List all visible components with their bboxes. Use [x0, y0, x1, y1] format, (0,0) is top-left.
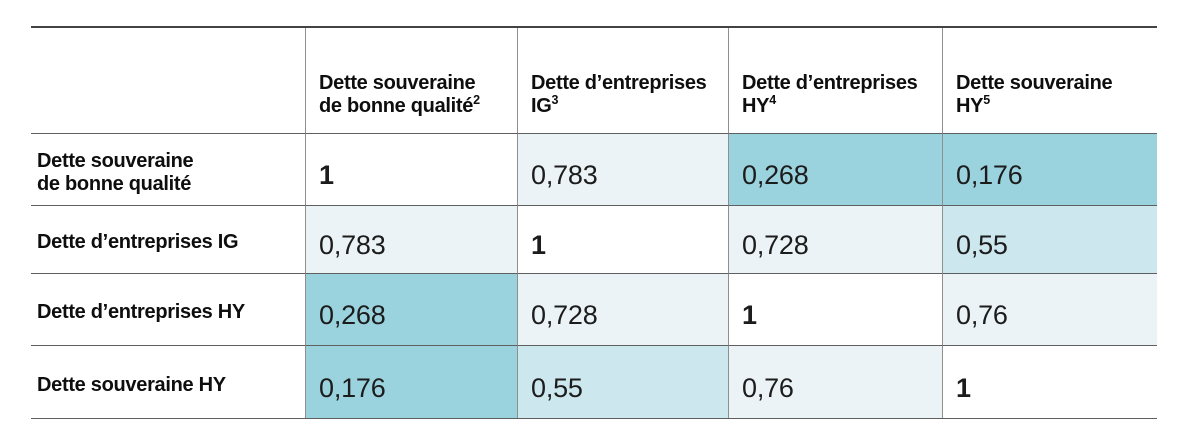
row-header-label: Dette souveraine HY: [37, 373, 226, 396]
matrix-cell: 0,176: [305, 346, 517, 418]
cell-value: 1: [319, 160, 334, 190]
matrix-cell: 0,783: [517, 134, 728, 206]
matrix-cell: 0,55: [517, 346, 728, 418]
row-header-sovereign-ig: Dette souveraine de bonne qualité: [31, 134, 305, 206]
column-header-sovereign-ig: Dette souveraine de bonne qualité2: [305, 28, 517, 134]
matrix-cell: 0,76: [728, 346, 942, 418]
row-header-label: Dette d’entreprises IG: [37, 231, 239, 253]
matrix-cell: 0,728: [517, 274, 728, 346]
footnote-marker: 4: [769, 93, 777, 107]
row-header-sovereign-hy: Dette souveraine HY: [31, 346, 305, 418]
column-header-sovereign-hy: Dette souveraine HY5: [942, 28, 1157, 134]
cell-value: 1: [956, 372, 971, 403]
cell-value: 0,268: [319, 300, 386, 330]
column-header-label: HY: [742, 95, 770, 117]
row-header-label: Dette d’entreprises HY: [37, 301, 245, 323]
matrix-cell: 0,268: [728, 134, 942, 206]
row-header-corporate-ig: Dette d’entreprises IG: [31, 206, 305, 274]
cell-value: 0,176: [319, 372, 386, 403]
column-header-label: Dette d’entreprises: [742, 72, 918, 94]
corner-cell: [31, 28, 305, 134]
matrix-cell: 1: [728, 274, 942, 346]
matrix-cell: 0,728: [728, 206, 942, 274]
matrix-cell: 0,783: [305, 206, 517, 274]
column-header-label: HY: [956, 95, 984, 117]
row-header-label: de bonne qualité: [37, 172, 192, 195]
cell-value: 0,268: [742, 160, 809, 190]
column-header-label: Dette souveraine: [956, 72, 1113, 94]
footnote-marker: 5: [983, 93, 991, 107]
cell-value: 1: [742, 300, 757, 330]
row-header-corporate-hy: Dette d’entreprises HY: [31, 274, 305, 346]
matrix-cell: 0,176: [942, 134, 1157, 206]
column-header-label: de bonne qualité: [319, 95, 474, 117]
matrix-cell: 0,268: [305, 274, 517, 346]
cell-value: 0,783: [531, 160, 598, 190]
matrix-cell: 1: [305, 134, 517, 206]
cell-value: 0,55: [956, 230, 1008, 260]
cell-value: 0,55: [531, 372, 583, 403]
matrix-cell: 1: [517, 206, 728, 274]
column-header-corporate-ig: Dette d’entreprises IG3: [517, 28, 728, 134]
row-header-label: Dette souveraine: [37, 149, 194, 172]
column-header-label: Dette d’entreprises: [531, 72, 707, 94]
correlation-matrix-table: Dette souveraine de bonne qualité2 Dette…: [31, 26, 1157, 419]
column-header-label: Dette souveraine: [319, 72, 476, 94]
cell-value: 0,176: [956, 160, 1023, 190]
column-header-label: IG: [531, 95, 552, 117]
footnote-marker: 2: [473, 93, 481, 107]
matrix-cell: 0,55: [942, 206, 1157, 274]
footnote-marker: 3: [551, 93, 559, 107]
cell-value: 0,728: [742, 230, 809, 260]
cell-value: 1: [531, 230, 546, 260]
matrix-cell: 0,76: [942, 274, 1157, 346]
cell-value: 0,76: [742, 372, 794, 403]
cell-value: 0,76: [956, 300, 1008, 330]
cell-value: 0,728: [531, 300, 598, 330]
cell-value: 0,783: [319, 230, 386, 260]
matrix-cell: 1: [942, 346, 1157, 418]
column-header-corporate-hy: Dette d’entreprises HY4: [728, 28, 942, 134]
